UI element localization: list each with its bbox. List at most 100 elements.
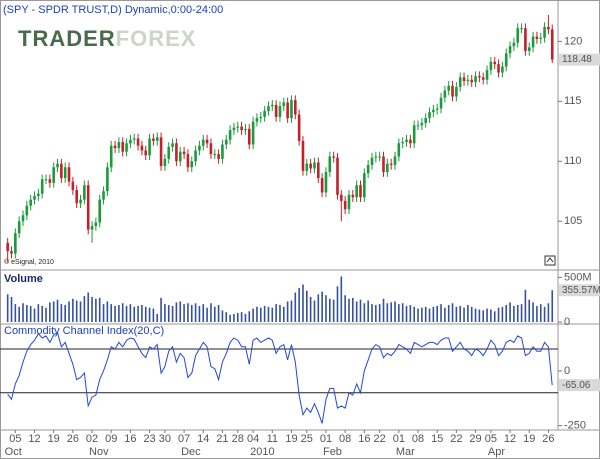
candle-body: [508, 46, 512, 54]
volume-bar: [286, 301, 289, 322]
candle-body: [190, 161, 194, 168]
panel-title: Commodity Channel Index(20,C): [4, 325, 164, 337]
volume-bar: [532, 302, 534, 322]
candle-body: [282, 102, 286, 107]
volume-bar: [175, 302, 178, 322]
volume-bar: [194, 303, 197, 322]
volume-bar: [129, 304, 132, 322]
candle-body: [10, 251, 13, 254]
candle-body: [497, 64, 500, 73]
candle-body: [94, 222, 98, 227]
x-tick-label: 22: [450, 433, 462, 445]
last-value-label: 355.57M: [562, 285, 600, 296]
month-label: Apr: [488, 446, 505, 458]
candle-body: [217, 154, 220, 159]
x-tick-label: 16: [358, 433, 370, 445]
candle-body: [75, 190, 79, 204]
volume-bar: [447, 305, 450, 322]
panel-title: Volume: [4, 273, 43, 285]
candle-body: [401, 142, 404, 144]
candle-body: [443, 90, 447, 98]
candle-body: [366, 164, 370, 174]
volume-bar: [543, 306, 546, 322]
volume-bar: [164, 304, 166, 322]
volume-bar: [217, 305, 220, 322]
volume-bar: [26, 305, 28, 322]
volume-bar: [202, 304, 205, 322]
candle-body: [113, 145, 117, 149]
volume-bar: [79, 301, 82, 322]
candle-body: [351, 194, 355, 198]
candle-body: [439, 97, 443, 109]
last-value-box: [559, 379, 600, 392]
volume-bar: [298, 288, 300, 322]
volume-bar: [428, 308, 431, 322]
volume-bar: [210, 303, 212, 322]
candle-body: [98, 199, 102, 223]
volume-bar: [509, 302, 511, 322]
volume-bar: [125, 305, 128, 322]
x-tick-label: 21: [216, 433, 228, 445]
candle-body: [259, 116, 263, 119]
x-tick-label: 05: [485, 433, 497, 445]
volume-bar: [359, 299, 362, 322]
candle-body: [501, 66, 504, 73]
candle-body: [209, 143, 213, 155]
volume-bar: [190, 305, 193, 322]
x-tick-label: 02: [86, 433, 98, 445]
volume-bar: [493, 311, 496, 322]
volume-bar: [378, 304, 381, 322]
volume-bar: [355, 301, 358, 322]
volume-bar: [229, 314, 231, 322]
candle-body: [67, 167, 71, 182]
candle-body: [117, 142, 121, 149]
candle-body: [121, 142, 125, 152]
candle-body: [347, 194, 351, 210]
volume-bar: [513, 305, 515, 322]
volume-bar: [271, 307, 274, 322]
x-tick-label: 08: [412, 433, 424, 445]
x-tick-label: 15: [431, 433, 443, 445]
volume-bar: [505, 305, 508, 322]
candle-body: [420, 122, 424, 126]
volume-bar: [259, 307, 262, 322]
volume-bar: [405, 305, 408, 322]
volume-bar: [22, 303, 24, 322]
candle-body: [458, 77, 462, 87]
candle-body: [270, 104, 274, 107]
y-tick-label: 105: [564, 215, 582, 227]
candle-body: [194, 150, 197, 162]
volume-bar: [98, 297, 101, 322]
candle-body: [163, 158, 167, 167]
volume-bar: [75, 300, 78, 322]
volume-bar: [114, 305, 116, 322]
volume-bar: [547, 303, 550, 322]
candle-body: [424, 118, 427, 123]
volume-bar: [382, 298, 385, 322]
x-tick-label: 04: [247, 433, 259, 445]
y-tick-label: 110: [564, 155, 582, 167]
candle-body: [320, 178, 324, 193]
volume-bar: [6, 294, 9, 322]
candle-body: [40, 179, 44, 194]
y-tick-label: 0: [564, 365, 570, 377]
candle-body: [386, 163, 389, 173]
x-tick-label: 29: [469, 433, 481, 445]
volume-bar: [367, 300, 369, 322]
candle-body: [317, 162, 320, 179]
volume-bar: [95, 298, 97, 322]
volume-bar: [37, 304, 40, 322]
volume-bar: [68, 301, 70, 322]
volume-bar: [501, 306, 504, 322]
candle-body: [389, 163, 393, 165]
volume-bar: [536, 305, 538, 322]
candle-body: [175, 143, 178, 162]
x-tick-label: 26: [542, 433, 554, 445]
volume-bar: [225, 312, 228, 322]
candle-body: [213, 154, 217, 156]
candle-body: [79, 199, 82, 204]
volume-bar: [325, 295, 327, 322]
volume-bar: [306, 290, 308, 322]
x-tick-label: 05: [9, 433, 21, 445]
candle-body: [474, 76, 477, 83]
